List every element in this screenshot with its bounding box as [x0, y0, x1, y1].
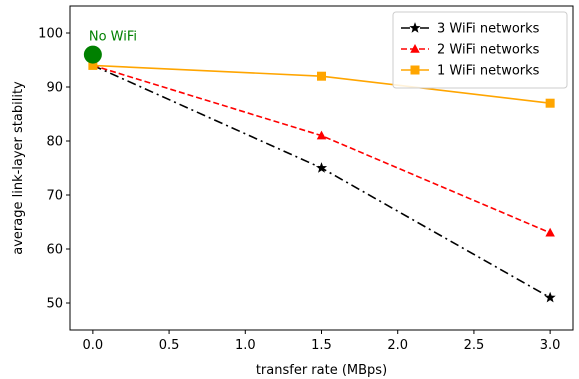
legend-entry: 1 WiFi networks: [401, 64, 540, 79]
no-wifi-label: No WiFi: [89, 30, 137, 45]
x-tick-label: 2.0: [387, 338, 408, 353]
data-point: [545, 98, 555, 108]
y-axis-label: average link-layer stability: [11, 81, 26, 255]
data-point: [544, 291, 556, 303]
series-line: [92, 64, 551, 299]
legend-label: 1 WiFi networks: [437, 64, 540, 79]
data-point: [88, 60, 98, 70]
legend-label: 3 WiFi networks: [437, 22, 540, 37]
series-line: [92, 64, 551, 234]
plot-frame: [69, 5, 574, 331]
x-axis-label: transfer rate (MBps): [256, 363, 387, 378]
legend-marker: [410, 65, 420, 75]
data-point: [316, 130, 327, 140]
no-wifi-marker: [83, 45, 102, 64]
data-point: [545, 227, 555, 237]
y-tick-label: 100: [38, 27, 63, 42]
legend: 3 WiFi networks 2 WiFi networks 1 WiFi net…: [392, 11, 568, 89]
x-tick-label: 1.0: [235, 338, 256, 353]
data-point: [315, 162, 328, 173]
x-tick-label: 0.5: [159, 338, 180, 353]
y-tick-label: 60: [46, 243, 63, 258]
series-3: [92, 64, 555, 108]
x-tick-label: 2.5: [464, 338, 485, 353]
axis-ticks: 0.0 0.5 1.0 1.5 2.0 2.5 3.0 50 60 70 80 90 100: [38, 27, 560, 354]
legend-label: 2 WiFi networks: [437, 43, 540, 58]
legend-box: [392, 11, 568, 89]
x-tick-label: 0.0: [83, 338, 104, 353]
y-tick-label: 70: [46, 189, 63, 204]
plot-series: [88, 60, 556, 303]
legend-entry: 2 WiFi networks: [401, 43, 540, 58]
y-tick-label: 80: [46, 135, 63, 150]
series-2: [92, 64, 555, 237]
x-tick-label: 3.0: [540, 338, 561, 353]
y-tick-label: 50: [46, 297, 63, 312]
legend-marker: [409, 22, 421, 33]
data-point: [317, 71, 326, 81]
series-1: [92, 64, 556, 303]
x-tick-label: 1.5: [311, 338, 332, 353]
legend-entry: 3 WiFi networks: [401, 22, 540, 37]
annotations: No WiFi: [83, 30, 137, 64]
legend-marker: [410, 44, 420, 53]
y-tick-label: 90: [46, 81, 63, 96]
